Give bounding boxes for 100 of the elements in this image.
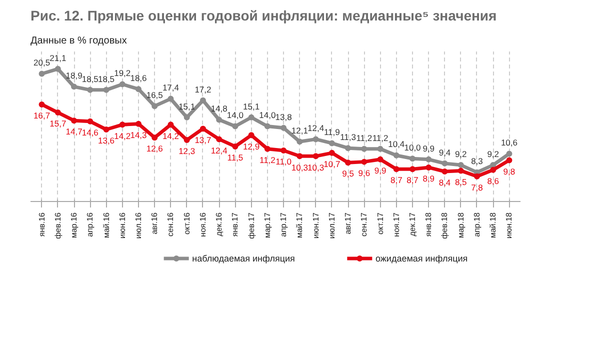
x-tick-label: ноя.16: [198, 212, 208, 237]
point: [264, 123, 270, 130]
data-label: 11,5: [227, 152, 244, 163]
data-label: 19,2: [114, 68, 131, 78]
data-label: 11,9: [324, 127, 340, 138]
x-tick-label: авг.17: [344, 212, 353, 234]
data-label: 14,6: [82, 128, 99, 138]
data-label: 12,4: [210, 145, 228, 156]
x-tick-label: мар.18: [456, 212, 466, 238]
x-tick-label: дек.16: [214, 212, 224, 236]
point: [442, 160, 448, 166]
point: [103, 126, 110, 132]
point: [168, 96, 174, 102]
data-label: 16,5: [146, 90, 164, 100]
x-tick-label: мар.16: [70, 212, 79, 238]
point: [248, 114, 254, 120]
data-label: 11,3: [340, 132, 356, 142]
x-tick-label: фев.18: [440, 212, 450, 239]
point: [54, 110, 61, 116]
point: [264, 146, 270, 152]
point: [361, 158, 368, 165]
data-label: 9,9: [422, 143, 435, 154]
data-label: 11,2: [356, 132, 372, 143]
point: [200, 97, 206, 104]
point: [87, 86, 94, 93]
data-label: 13,8: [275, 112, 292, 122]
point: [38, 70, 45, 77]
data-label: 8,7: [406, 175, 419, 186]
x-tick-label: окт.16: [182, 212, 192, 234]
point: [361, 146, 368, 152]
x-tick-label: фев.16: [53, 212, 62, 239]
data-label: 10,7: [324, 159, 340, 170]
point: [410, 166, 416, 172]
data-label: 9,2: [454, 148, 468, 159]
x-tick-label: май.17: [295, 212, 304, 238]
point: [393, 152, 400, 158]
data-label: 9,9: [374, 166, 386, 176]
x-tick-label: июл.16: [134, 212, 143, 239]
point: [119, 81, 126, 88]
point: [312, 153, 319, 160]
x-tick-label: апр.17: [279, 212, 288, 237]
data-label: 18,9: [66, 70, 83, 81]
point: [135, 120, 142, 127]
chart-subtitle: Данные в % годовых: [30, 36, 127, 46]
data-label: 14,8: [210, 104, 228, 114]
data-label: 8,7: [390, 175, 403, 186]
point: [232, 123, 238, 130]
point: [103, 86, 110, 93]
point: [506, 157, 512, 164]
x-tick-label: ноя.17: [392, 212, 401, 237]
data-label: 12,4: [308, 123, 324, 134]
x-tick-label: июл.17: [327, 212, 336, 239]
data-label: 10,4: [388, 139, 405, 150]
point: [328, 150, 335, 156]
x-tick-label: дек.17: [408, 212, 418, 236]
data-label: 12,1: [291, 125, 308, 136]
data-label: 11,2: [259, 155, 276, 166]
x-tick-label: янв.18: [424, 212, 434, 237]
point: [184, 137, 190, 143]
data-label: 13,6: [98, 136, 115, 146]
data-label: 7,8: [471, 182, 484, 192]
point: [280, 148, 287, 154]
data-label: 9,5: [342, 168, 354, 179]
x-tick-label: сен.16: [166, 212, 176, 236]
x-tick-label: сен.17: [360, 212, 369, 236]
point: [426, 164, 432, 170]
point: [152, 103, 158, 110]
point: [442, 168, 448, 175]
point: [393, 166, 400, 172]
point: [377, 156, 384, 162]
data-label: 14,2: [162, 130, 180, 141]
x-tick-label: апр.18: [472, 212, 482, 237]
data-label: 9,8: [503, 166, 516, 176]
x-tick-label: фев.17: [246, 212, 256, 239]
data-label: 8,6: [487, 176, 500, 186]
data-label: 10,6: [500, 138, 518, 148]
x-tick-label: янв.17: [230, 212, 240, 237]
data-label: 15,1: [178, 101, 196, 112]
data-label: 12,3: [178, 146, 196, 156]
point: [490, 166, 496, 173]
point: [54, 66, 61, 72]
x-tick-label: окт.17: [376, 212, 385, 234]
point: [216, 116, 222, 123]
point: [345, 160, 352, 166]
point: [119, 122, 126, 128]
data-label: 15,7: [50, 118, 66, 129]
point: [38, 101, 45, 108]
point: [87, 118, 94, 124]
point: [296, 138, 303, 145]
x-tick-label: мар.17: [262, 212, 272, 238]
x-tick-label: авг.16: [150, 212, 160, 234]
data-label: 14,0: [259, 110, 276, 120]
point: [474, 173, 480, 180]
point: [328, 140, 335, 146]
chart-title: Рис. 12. Прямые оценки годовой инфляции: медианные⁵ значения: [30, 8, 497, 24]
data-label: 8,3: [471, 156, 484, 166]
legend-label: наблюдаемая инфляция: [192, 254, 296, 264]
point: [377, 146, 384, 152]
data-label: 14,2: [114, 130, 131, 141]
data-label: 10,3: [291, 162, 308, 172]
